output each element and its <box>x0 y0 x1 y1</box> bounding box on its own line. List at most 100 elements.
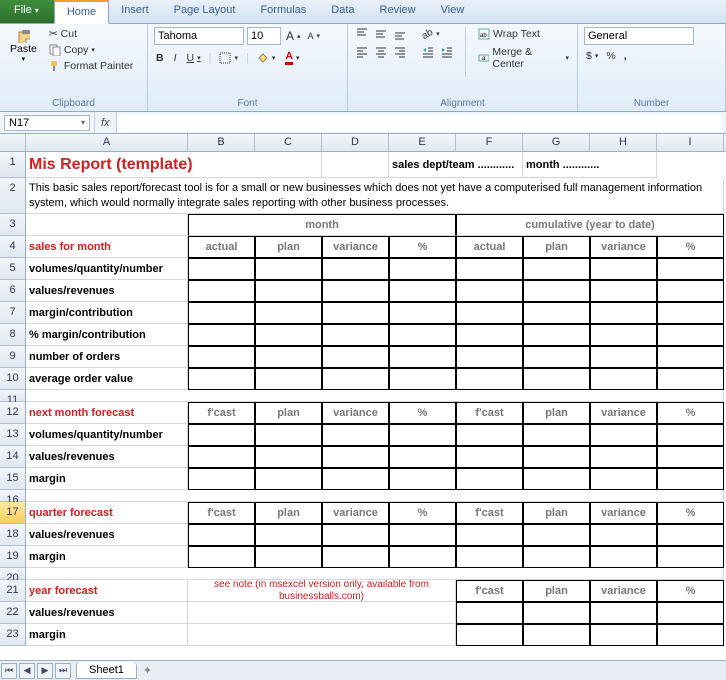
row-header[interactable]: 23 <box>0 624 26 646</box>
cell[interactable] <box>188 280 255 302</box>
formula-input[interactable] <box>117 114 722 132</box>
cell-title[interactable]: Mis Report (template) <box>26 152 322 178</box>
orientation-button[interactable]: ab▾ <box>420 27 442 41</box>
cell-sec3[interactable]: quarter forecast <box>26 502 188 524</box>
cell[interactable] <box>322 524 389 546</box>
underline-button[interactable]: U▾ <box>185 51 203 65</box>
row-header[interactable]: 13 <box>0 424 26 446</box>
align-left-button[interactable] <box>354 45 370 59</box>
cell[interactable] <box>188 546 255 568</box>
tab-insert[interactable]: Insert <box>109 0 162 23</box>
row-header[interactable]: 11 <box>0 390 26 402</box>
cell[interactable]: margin <box>26 468 188 490</box>
comma-format-button[interactable]: , <box>622 49 629 63</box>
col-header-d[interactable]: D <box>322 134 389 151</box>
col-header-c[interactable]: C <box>255 134 322 151</box>
cell[interactable]: variance <box>590 580 657 602</box>
row-header[interactable]: 18 <box>0 524 26 546</box>
cell[interactable]: values/revenues <box>26 524 188 546</box>
copy-button[interactable]: Copy ▾ <box>47 43 135 57</box>
row-header[interactable]: 4 <box>0 236 26 258</box>
cell[interactable] <box>188 602 456 624</box>
cell[interactable] <box>590 280 657 302</box>
cell-month-label[interactable]: month ............ <box>523 152 657 178</box>
format-painter-button[interactable]: Format Painter <box>47 59 135 73</box>
font-color-button[interactable]: A▾ <box>283 49 301 66</box>
cell[interactable] <box>456 446 523 468</box>
cell[interactable] <box>389 258 456 280</box>
cell-sec1[interactable]: sales for month <box>26 236 188 258</box>
cell[interactable]: % margin/contribution <box>26 324 188 346</box>
col-header-e[interactable]: E <box>389 134 456 151</box>
cell[interactable] <box>523 446 590 468</box>
cell[interactable]: variance <box>322 402 389 424</box>
tab-formulas[interactable]: Formulas <box>248 0 319 23</box>
cell[interactable] <box>657 346 724 368</box>
cell[interactable] <box>590 446 657 468</box>
cell[interactable]: % <box>389 502 456 524</box>
cell[interactable] <box>255 324 322 346</box>
indent-inc-button[interactable] <box>439 45 455 59</box>
cell[interactable] <box>188 258 255 280</box>
cell[interactable]: margin <box>26 546 188 568</box>
cell[interactable]: % <box>657 236 724 258</box>
cell[interactable]: margin <box>26 624 188 646</box>
wrap-text-button[interactable]: abWrap Text <box>476 27 571 41</box>
cell-sec2[interactable]: next month forecast <box>26 402 188 424</box>
cell[interactable] <box>590 602 657 624</box>
cell[interactable] <box>188 324 255 346</box>
cell[interactable]: f'cast <box>188 402 255 424</box>
cell[interactable]: % <box>657 580 724 602</box>
cell[interactable]: plan <box>523 580 590 602</box>
cell[interactable] <box>590 258 657 280</box>
cell[interactable] <box>590 346 657 368</box>
cell[interactable]: % <box>657 402 724 424</box>
cell[interactable]: values/revenues <box>26 446 188 468</box>
cell[interactable] <box>590 368 657 390</box>
cell-note[interactable]: see note (in msexcel version only, avail… <box>188 580 456 602</box>
cell[interactable] <box>590 324 657 346</box>
cell[interactable] <box>456 602 523 624</box>
cell[interactable] <box>590 546 657 568</box>
cell[interactable] <box>389 324 456 346</box>
cell[interactable] <box>322 368 389 390</box>
row-header[interactable]: 8 <box>0 324 26 346</box>
cell-sales-dept[interactable]: sales dept/team ............ <box>389 152 523 178</box>
cell[interactable] <box>389 368 456 390</box>
cell-description[interactable]: This basic sales report/forecast tool is… <box>26 178 724 214</box>
cell[interactable]: plan <box>255 236 322 258</box>
cell[interactable] <box>523 624 590 646</box>
cell[interactable] <box>389 280 456 302</box>
cell[interactable] <box>590 302 657 324</box>
paste-button[interactable]: Paste ▾ <box>6 27 41 65</box>
row-header[interactable]: 22 <box>0 602 26 624</box>
cell[interactable] <box>322 280 389 302</box>
cell[interactable] <box>188 346 255 368</box>
cell[interactable] <box>523 424 590 446</box>
col-header-g[interactable]: G <box>523 134 590 151</box>
cell[interactable] <box>456 468 523 490</box>
row-header[interactable]: 14 <box>0 446 26 468</box>
row-header[interactable]: 7 <box>0 302 26 324</box>
row-header[interactable]: 1 <box>0 152 26 178</box>
cell[interactable] <box>188 424 255 446</box>
cell[interactable] <box>322 546 389 568</box>
cell[interactable] <box>456 424 523 446</box>
cell-sec4[interactable]: year forecast <box>26 580 188 602</box>
spreadsheet-grid[interactable]: 1 Mis Report (template) sales dept/team … <box>0 152 726 646</box>
row-header[interactable]: 20 <box>0 568 26 580</box>
tab-page-layout[interactable]: Page Layout <box>162 0 249 23</box>
cell[interactable]: variance <box>590 236 657 258</box>
cell[interactable]: plan <box>255 402 322 424</box>
font-name-select[interactable] <box>154 27 244 45</box>
cell[interactable]: volumes/quantity/number <box>26 424 188 446</box>
font-size-select[interactable] <box>247 27 281 45</box>
cell[interactable] <box>456 524 523 546</box>
align-middle-button[interactable] <box>373 27 389 41</box>
cell[interactable] <box>255 446 322 468</box>
cell[interactable] <box>590 624 657 646</box>
row-header[interactable]: 19 <box>0 546 26 568</box>
cell[interactable]: values/revenues <box>26 602 188 624</box>
cell[interactable]: variance <box>590 402 657 424</box>
cell[interactable] <box>590 424 657 446</box>
